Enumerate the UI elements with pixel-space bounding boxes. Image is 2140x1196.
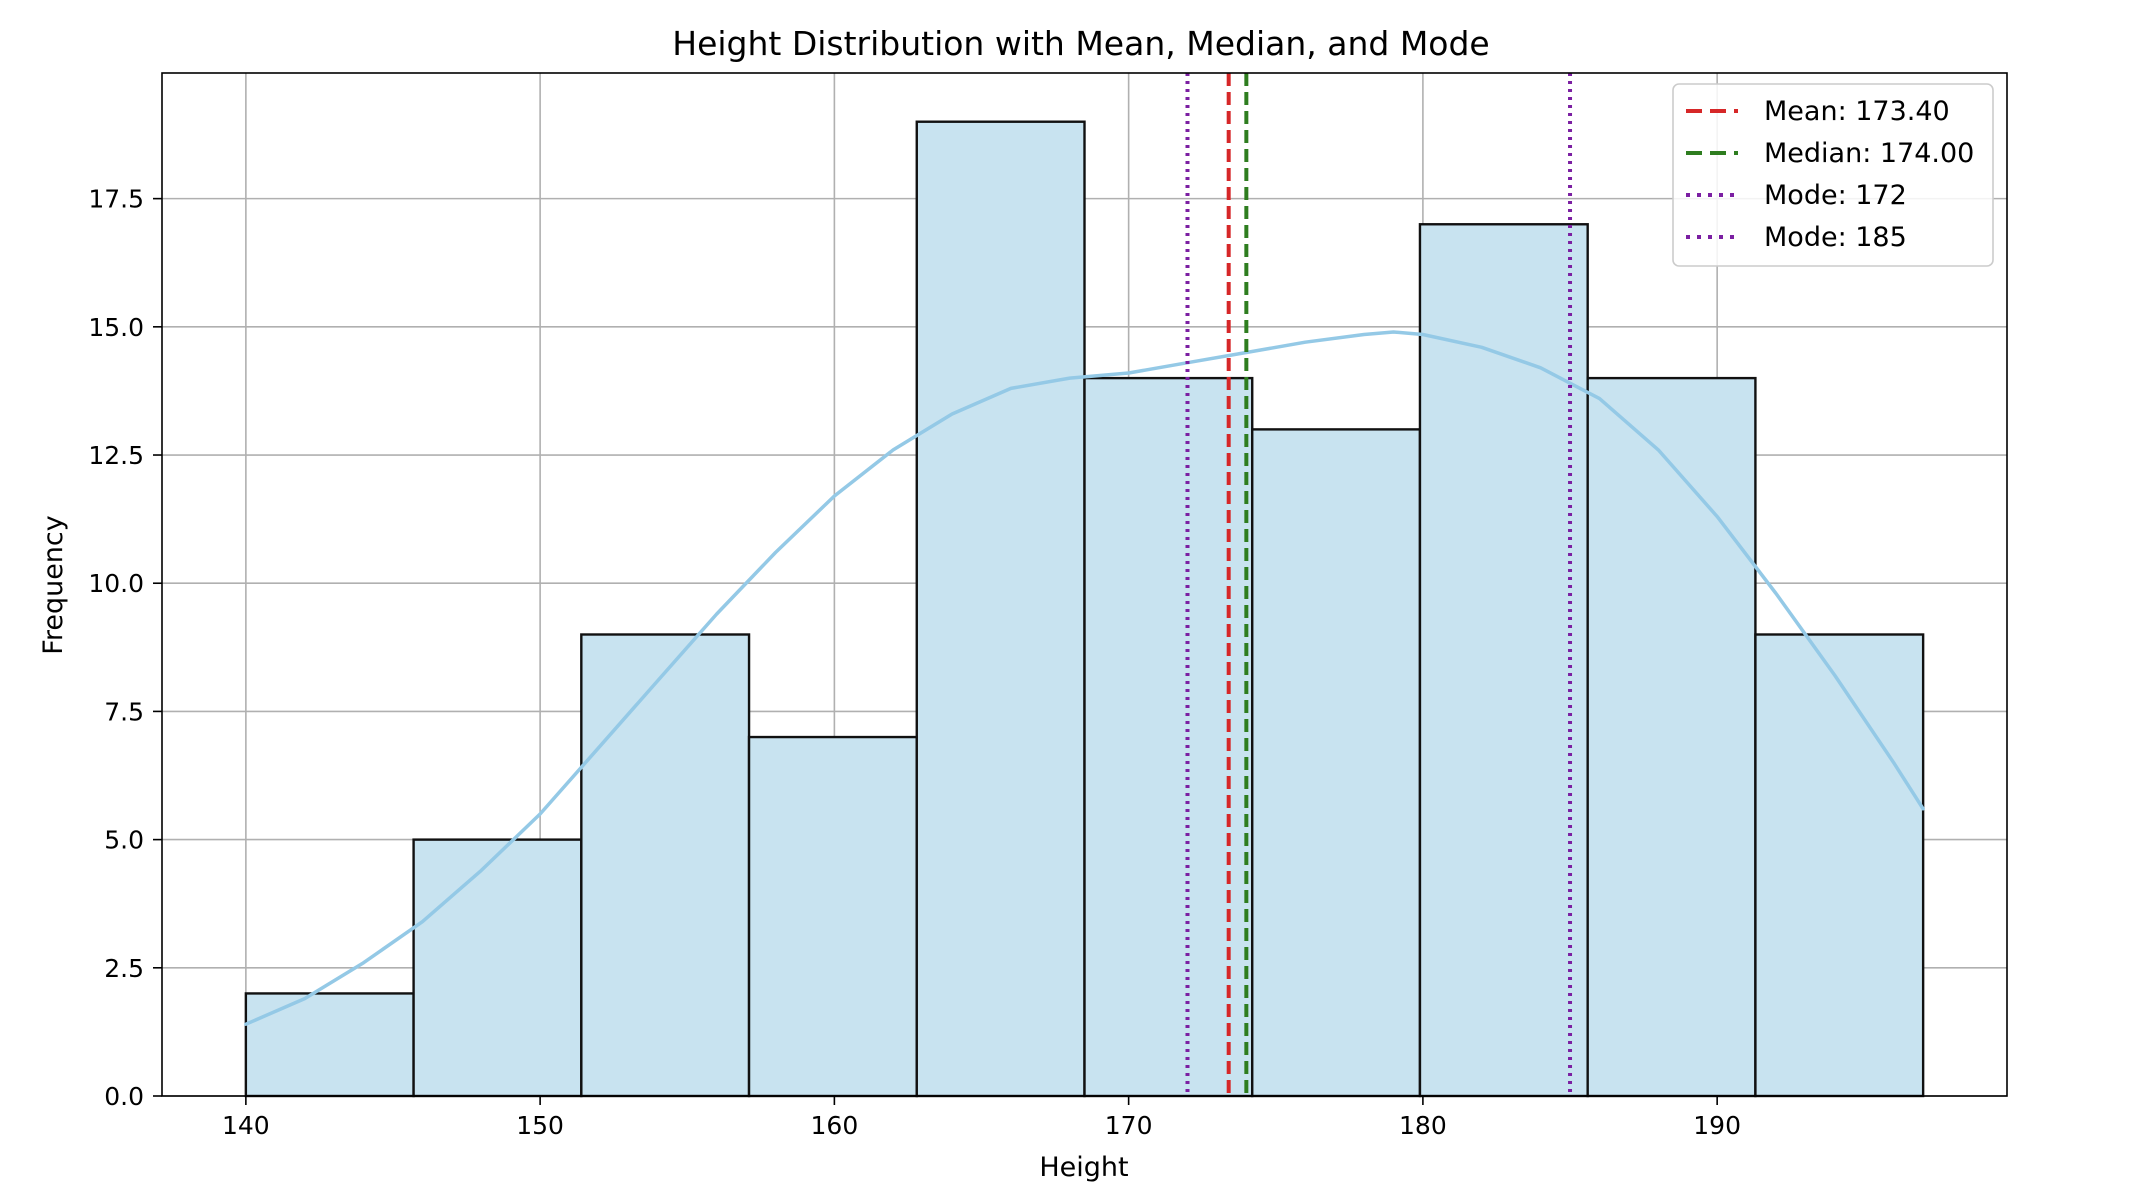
x-tick-label: 150 <box>516 1111 564 1140</box>
chart-title: Height Distribution with Mean, Median, a… <box>672 24 1489 63</box>
histogram-bar <box>1754 633 1925 1098</box>
y-tick-label: 5.0 <box>104 826 144 855</box>
legend: Mean: 173.40 Median: 174.00 Mode: 172 Mode:… <box>1672 83 1994 267</box>
x-axis-ticks: 140 150 160 170 180 190 <box>222 1096 1741 1140</box>
y-tick-label: 0.0 <box>104 1082 144 1111</box>
histogram-bar <box>1251 428 1422 1098</box>
y-tick-label: 7.5 <box>104 697 144 726</box>
x-tick-label: 170 <box>1105 1111 1153 1140</box>
histogram-bar <box>747 735 918 1098</box>
y-axis-ticks: 0.0 2.5 5.0 7.5 10.0 12.5 15.0 17.5 <box>88 185 162 1111</box>
y-tick-label: 2.5 <box>104 954 144 983</box>
histogram-bar <box>580 633 751 1098</box>
histogram-bar <box>915 120 1086 1098</box>
legend-label: Median: 174.00 <box>1764 138 1974 169</box>
histogram-bar <box>412 838 583 1098</box>
y-tick-label: 17.5 <box>88 185 144 214</box>
x-tick-label: 160 <box>811 1111 859 1140</box>
kde-curve <box>244 330 1925 1026</box>
histogram-bar <box>1586 376 1757 1098</box>
reference-lines <box>1185 73 1573 1096</box>
legend-label: Mean: 173.40 <box>1764 96 1950 127</box>
histogram-bar <box>244 992 415 1098</box>
x-tick-label: 190 <box>1693 1111 1741 1140</box>
y-tick-label: 12.5 <box>88 441 144 470</box>
kde-curve-layer <box>244 330 1925 1026</box>
x-axis-label: Height <box>1039 1152 1128 1183</box>
y-tick-label: 15.0 <box>88 313 144 342</box>
x-tick-label: 180 <box>1399 1111 1447 1140</box>
y-axis-label: Frequency <box>38 515 69 655</box>
x-tick-label: 140 <box>222 1111 270 1140</box>
legend-label: Mode: 185 <box>1764 222 1907 253</box>
legend-box <box>1672 83 1994 267</box>
plot-frame <box>161 72 2008 1097</box>
histogram-bars <box>244 120 1925 1098</box>
legend-label: Mode: 172 <box>1764 180 1907 211</box>
y-tick-label: 10.0 <box>88 569 144 598</box>
